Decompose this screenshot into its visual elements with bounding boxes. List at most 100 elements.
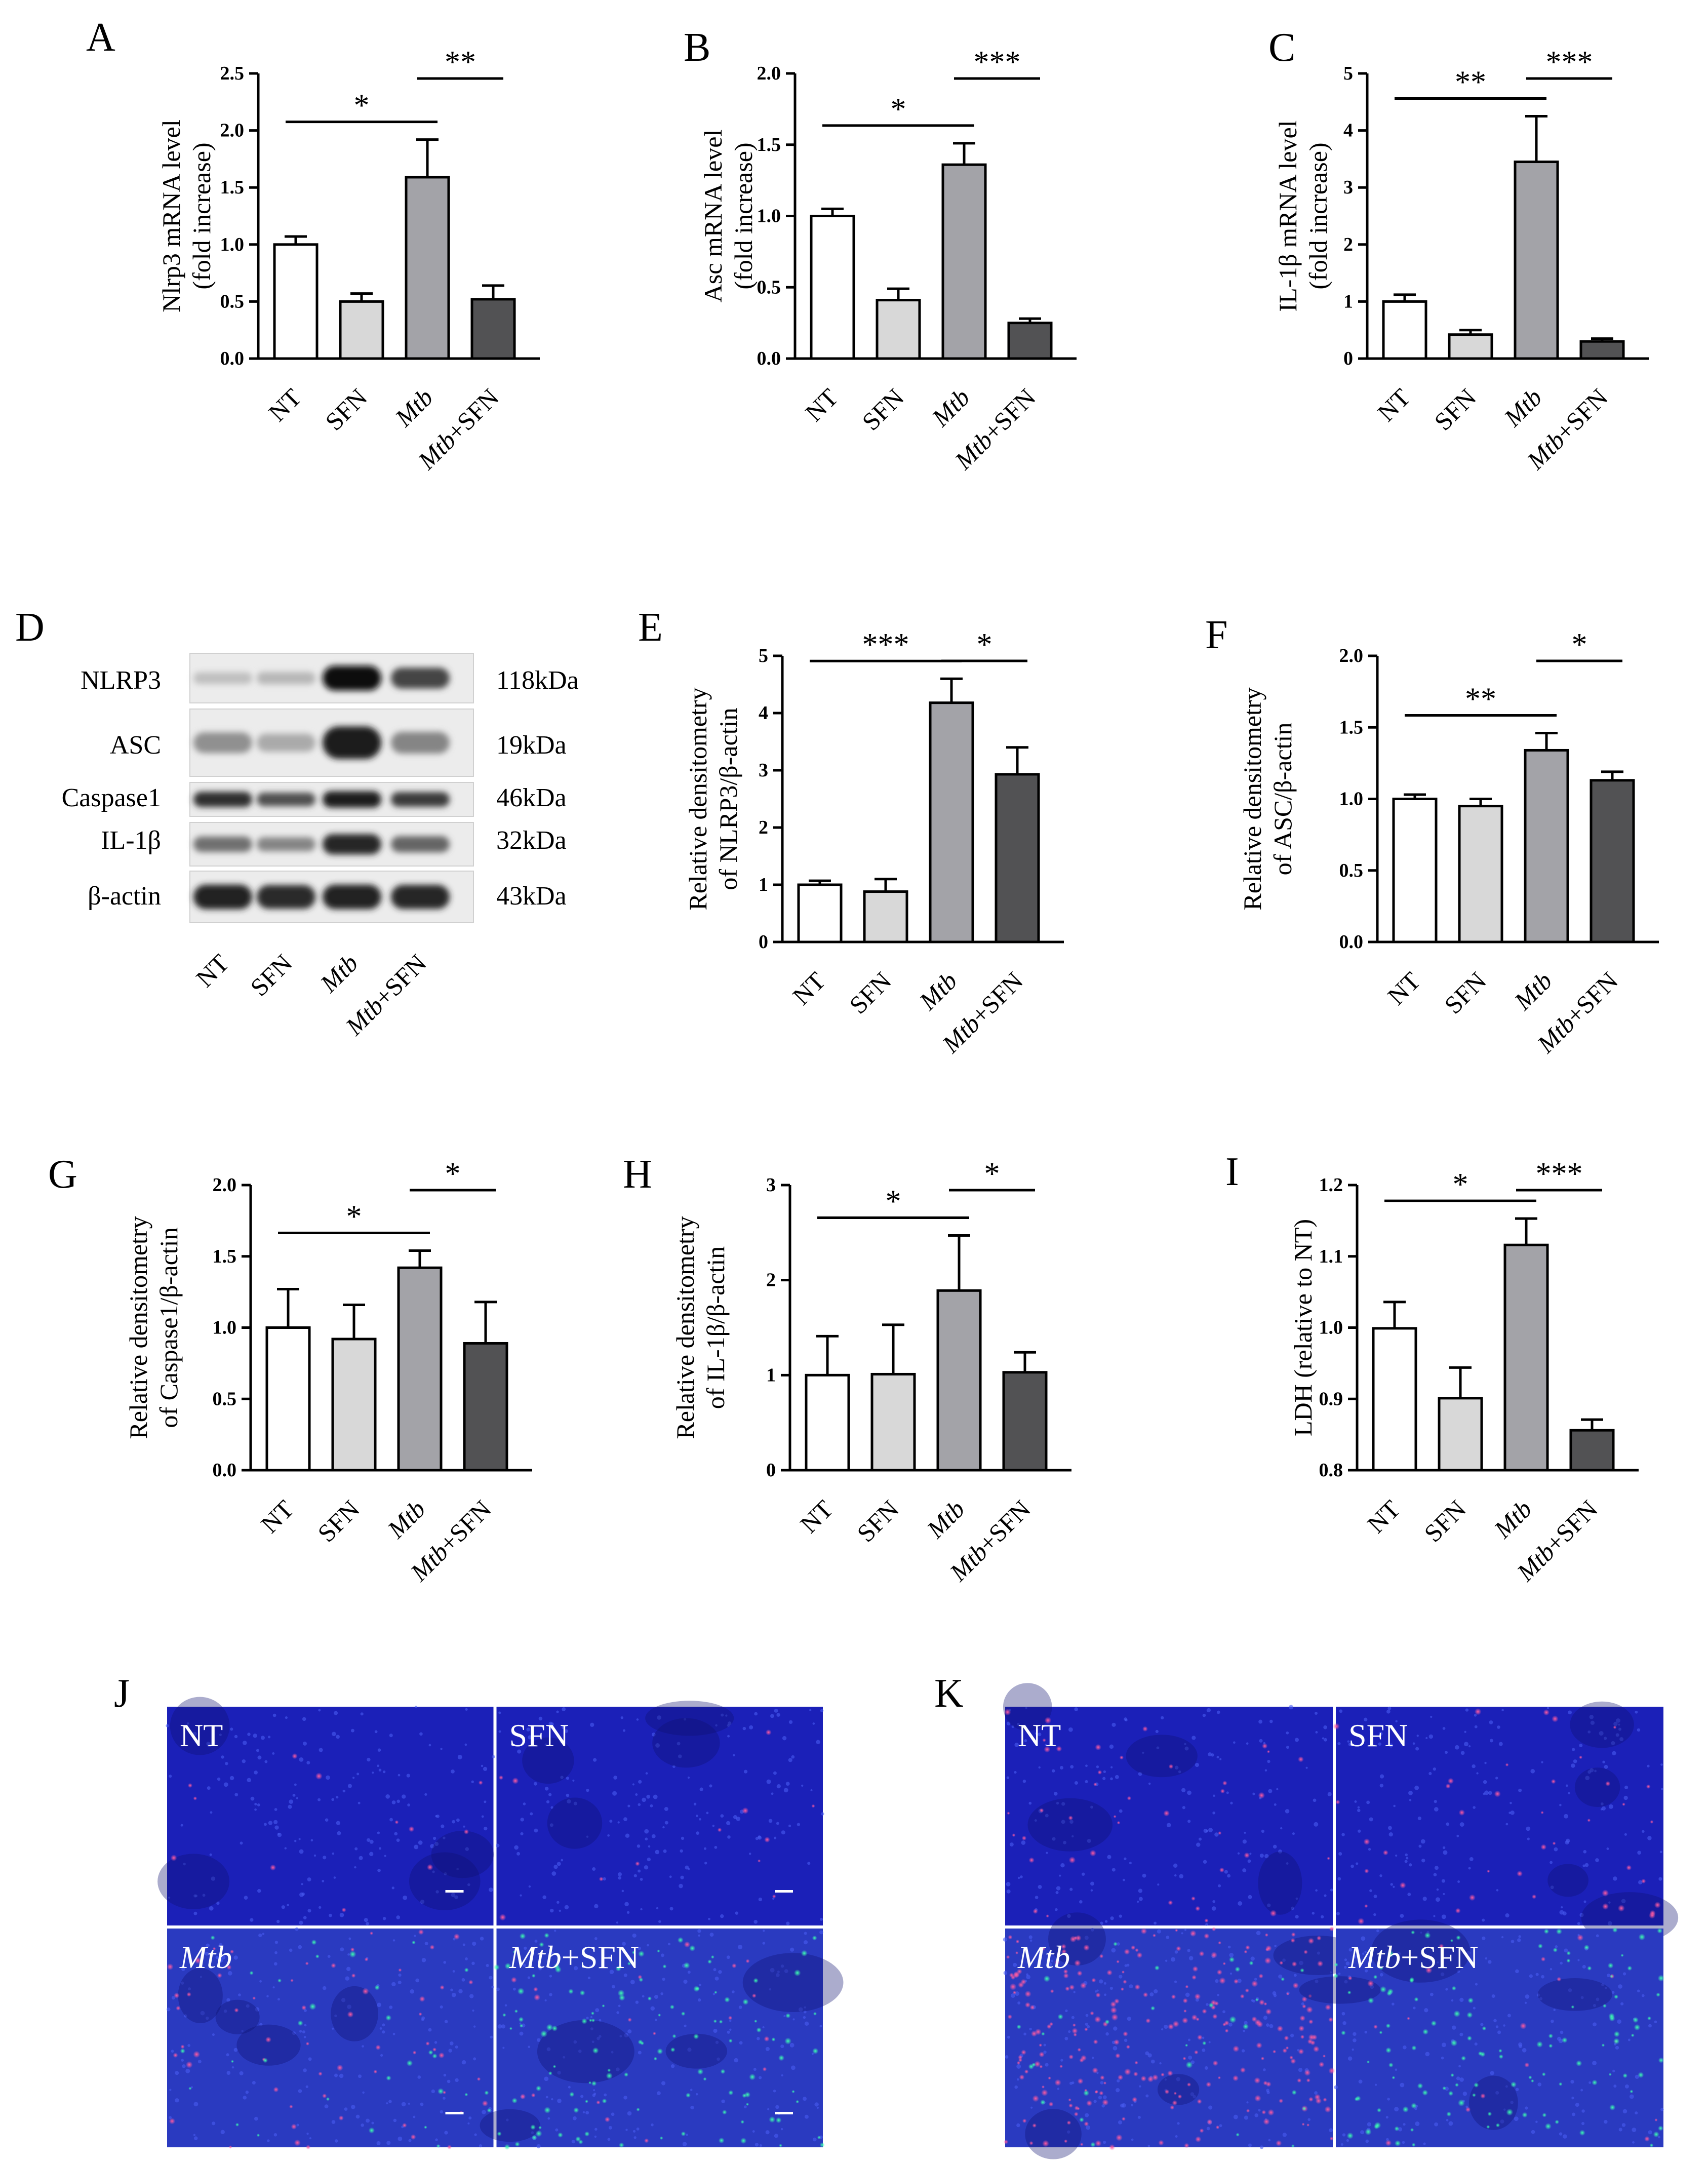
nucleus-dot (1358, 1829, 1361, 1833)
nucleus-dot (570, 1957, 572, 1960)
red-signal-dot (1196, 2017, 1200, 2021)
green-signal-dot (1041, 2032, 1045, 2036)
nucleus-dot (640, 1877, 643, 1881)
red-signal-dot (1110, 2007, 1118, 2014)
nucleus-dot (223, 1782, 228, 1787)
nucleus-dot (1476, 1772, 1479, 1775)
red-signal-dot (194, 1957, 202, 1964)
nucleus-dot (623, 1973, 627, 1977)
nucleus-dot (367, 1838, 371, 1842)
nucleus-dot (1119, 1975, 1123, 1979)
green-signal-dot (1016, 2024, 1021, 2029)
green-signal-dot (531, 1974, 536, 1978)
green-signal-dot (1614, 1994, 1618, 1999)
nucleus-dot (219, 1734, 222, 1736)
nucleus-dot (323, 1856, 327, 1860)
nucleus-dot (1393, 1804, 1396, 1807)
green-signal-dot (588, 2081, 592, 2085)
nucleus-dot (534, 1939, 538, 1943)
nucleus-dot (1611, 1991, 1615, 1994)
nucleus-dot (313, 1854, 316, 1857)
nucleus-dot (392, 1939, 395, 1942)
nucleus-dot (391, 1982, 396, 1987)
nucleus-dot (192, 1732, 197, 1736)
nucleus-dot (1045, 1744, 1047, 1746)
nucleus-dot (250, 1796, 255, 1801)
dark-patch (1299, 1976, 1381, 2004)
nucleus-dot (1159, 2062, 1162, 2065)
nucleus-dot (305, 2085, 308, 2088)
red-signal-dot (1068, 1857, 1076, 1864)
nucleus-dot (326, 1775, 330, 1780)
nucleus-dot (229, 1776, 234, 1781)
nucleus-dot (1082, 1872, 1085, 1876)
green-signal-dot (1633, 2017, 1639, 2023)
red-signal-dot (1113, 1815, 1117, 1818)
red-signal-dot (1291, 1961, 1297, 1967)
green-signal-dot (1249, 1960, 1254, 1965)
nucleus-dot (554, 1930, 557, 1932)
nucleus-dot (790, 2065, 796, 2070)
red-signal-dot (1106, 1970, 1113, 1976)
nucleus-dot (292, 2031, 296, 2035)
nucleus-dot (432, 1870, 435, 1873)
nucleus-dot (1621, 1899, 1626, 1904)
nucleus-dot (471, 1780, 474, 1783)
microscopy-image: Mtb+SFN (480, 1929, 844, 2150)
x-tick-label: NT (263, 383, 307, 427)
nucleus-dot (1104, 1920, 1108, 1923)
x-tick-label: SFN (851, 1495, 904, 1547)
red-signal-dot (764, 1836, 770, 1843)
red-signal-dot (1022, 2118, 1027, 2123)
blot-band (391, 792, 450, 807)
nucleus-dot (638, 1869, 641, 1873)
significance-label: * (445, 1157, 461, 1191)
nucleus-dot (650, 1804, 653, 1807)
nucleus-dot (294, 1783, 297, 1786)
nucleus-dot (1187, 1790, 1191, 1795)
nucleus-dot (1124, 1857, 1127, 1861)
dark-patch (236, 2024, 301, 2066)
nucleus-dot (242, 1759, 246, 1763)
red-signal-dot (534, 1994, 541, 2001)
red-signal-dot (265, 2036, 271, 2043)
nucleus-dot (1344, 1965, 1347, 1969)
nucleus-dot (1414, 1785, 1419, 1790)
nucleus-dot (1051, 1959, 1054, 1962)
red-signal-dot (447, 2144, 452, 2150)
red-signal-dot (1233, 2075, 1239, 2081)
green-signal-dot (796, 2100, 800, 2104)
green-signal-dot (1346, 2132, 1354, 2139)
y-tick-label: 0.5 (1339, 860, 1364, 881)
green-signal-dot (1649, 2143, 1654, 2148)
red-signal-dot (1292, 1982, 1299, 1989)
nucleus-dot (1116, 2088, 1120, 2093)
green-signal-dot (1422, 2029, 1429, 2035)
nucleus-dot (1315, 1731, 1318, 1734)
red-signal-dot (1306, 2078, 1310, 2082)
nucleus-dot (1038, 1766, 1041, 1769)
blot-band (193, 732, 252, 753)
green-signal-dot (1380, 1986, 1387, 1993)
nucleus-dot (1113, 2026, 1118, 2031)
green-signal-dot (519, 2024, 524, 2028)
nucleus-dot (414, 1935, 416, 1937)
red-signal-dot (1291, 1932, 1296, 1937)
nucleus-dot (1244, 1831, 1246, 1834)
green-signal-dot (536, 2086, 542, 2092)
green-signal-dot (1653, 2131, 1659, 2138)
red-signal-dot (1077, 1970, 1083, 1976)
red-signal-dot (1173, 2092, 1177, 2095)
nucleus-dot (1274, 1945, 1277, 1947)
nucleus-dot (729, 2020, 732, 2022)
bar (1007, 322, 1053, 360)
nucleus-dot (344, 2107, 348, 2111)
red-signal-dot (1071, 2028, 1078, 2034)
nucleus-dot (567, 1799, 571, 1804)
green-signal-dot (1542, 2112, 1547, 2117)
blot-lane-label: NT (190, 949, 234, 993)
red-signal-dot (1540, 1844, 1547, 1851)
nucleus-dot (472, 2009, 474, 2012)
nucleus-dot (696, 1831, 700, 1835)
nucleus-dot (1550, 1968, 1553, 1971)
